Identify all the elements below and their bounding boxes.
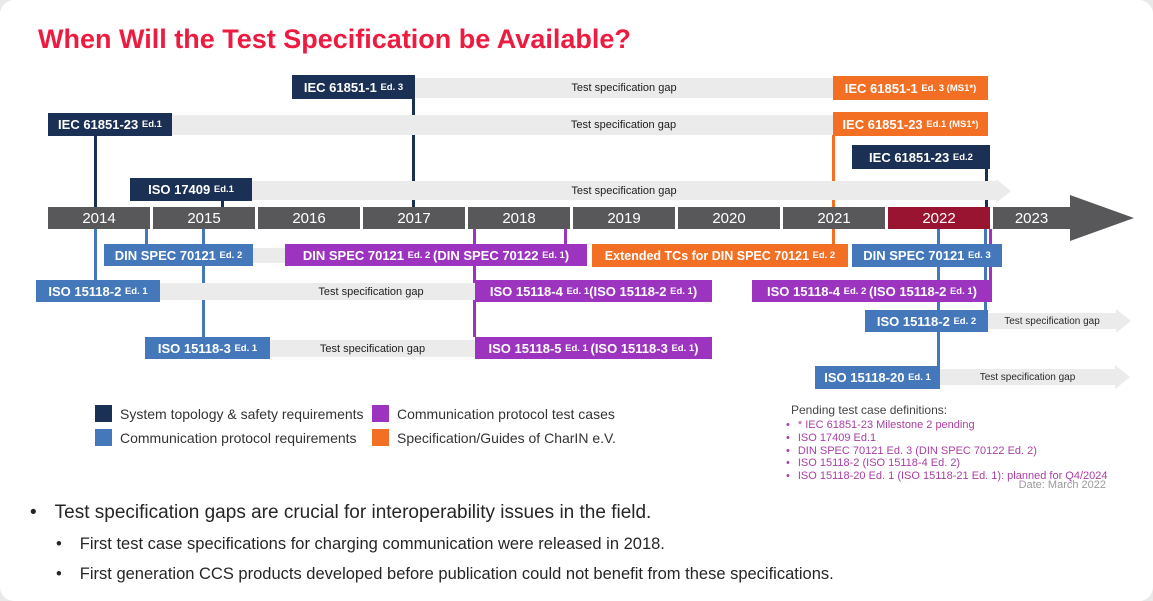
year-2023: 2023 bbox=[993, 207, 1070, 229]
bar-din-spec-70121-ed3: DIN SPEC 70121 Ed. 3 bbox=[852, 244, 1002, 267]
bar-iso-15118-4-ed1: ISO 15118-4 Ed. 1 (ISO 15118-2 Ed. 1) bbox=[475, 280, 712, 302]
bar-extended-tcs: Extended TCs for DIN SPEC 70121 Ed. 2 bbox=[592, 244, 848, 267]
gap-bar-iso15118-2-ed2: Test specification gap bbox=[988, 309, 1131, 333]
gap-arrowhead bbox=[1116, 309, 1131, 333]
year-2019: 2019 bbox=[573, 207, 675, 229]
legend-swatch-orange bbox=[372, 429, 389, 446]
legend-item-test-cases: Communication protocol test cases bbox=[372, 405, 615, 422]
timeline-arrowhead-icon bbox=[1070, 195, 1134, 241]
year-2016: 2016 bbox=[258, 207, 360, 229]
legend-swatch-blue bbox=[95, 429, 112, 446]
pending-item: • DIN SPEC 70121 Ed. 3 (DIN SPEC 70122 Ed… bbox=[786, 444, 1037, 457]
bar-iec-61851-1-ed3: IEC 61851-1 Ed. 3 bbox=[292, 75, 415, 99]
connector-iso17409 bbox=[221, 200, 224, 207]
connector-dinspec-70122 bbox=[564, 229, 567, 244]
legend-label: Specification/Guides of CharIN e.V. bbox=[397, 429, 616, 446]
bar-iso-15118-3-ed1: ISO 15118-3 Ed. 1 bbox=[145, 337, 270, 359]
pending-item: • * IEC 61851-23 Milestone 2 pending bbox=[786, 419, 975, 431]
pending-item: • ISO 17409 Ed.1 bbox=[786, 431, 877, 444]
gap-bar-iso15118-3: Test specification gap bbox=[270, 340, 475, 357]
legend-item-charin: Specification/Guides of CharIN e.V. bbox=[372, 429, 616, 446]
gap-bar-iec61851-1: Test specification gap bbox=[415, 78, 833, 98]
year-2014: 2014 bbox=[48, 207, 150, 229]
date-label: Date: March 2022 bbox=[1018, 479, 1106, 491]
year-2022-highlighted: 2022 bbox=[888, 207, 990, 229]
legend-item-comm-protocol: Communication protocol requirements bbox=[95, 429, 357, 446]
pending-item: • ISO 15118-2 (ISO 15118-4 Ed. 2) bbox=[786, 457, 961, 470]
bar-iec-61851-23-ed1-ms1: IEC 61851-23 Ed.1 (MS1*) bbox=[833, 112, 988, 136]
legend-label: Communication protocol requirements bbox=[120, 429, 357, 446]
gap-arrowhead bbox=[1115, 365, 1130, 389]
legend-item-system-topology: System topology & safety requirements bbox=[95, 405, 364, 422]
takeaway-bullet-1: • Test specification gaps are crucial fo… bbox=[30, 502, 652, 523]
bar-iso-15118-2-ed1: ISO 15118-2 Ed. 1 bbox=[36, 280, 160, 302]
bar-iec-61851-23-ed2: IEC 61851-23 Ed.2 bbox=[852, 145, 990, 169]
connector-iec61851-1 bbox=[412, 98, 415, 207]
gap-bar-iso15118-2: Test specification gap bbox=[160, 283, 475, 300]
pending-definitions: Pending test case definitions: • * IEC 61… bbox=[786, 403, 1116, 484]
bullet-glyph: • bbox=[56, 565, 62, 583]
legend-label: Communication protocol test cases bbox=[397, 405, 615, 422]
year-2015: 2015 bbox=[153, 207, 255, 229]
legend-swatch-navy bbox=[95, 405, 112, 422]
year-2018: 2018 bbox=[468, 207, 570, 229]
year-2020: 2020 bbox=[678, 207, 780, 229]
gap-bar-iec61851-23: Test specification gap bbox=[172, 115, 833, 135]
connector-iec61851-23 bbox=[94, 135, 97, 207]
page-title: When Will the Test Specification be Avai… bbox=[38, 24, 631, 54]
gap-connector-dinspec bbox=[253, 248, 285, 263]
bar-iso-15118-20-ed1: ISO 15118-20 Ed. 1 bbox=[815, 366, 940, 389]
gap-arrowhead bbox=[996, 178, 1011, 203]
bar-din-spec-70121-ed2: DIN SPEC 70121 Ed. 2 bbox=[104, 244, 253, 266]
bullet-glyph: • bbox=[56, 535, 62, 553]
pending-item: • ISO 15118-20 Ed. 1 (ISO 15118-21 Ed. 1)… bbox=[786, 470, 1108, 483]
connector-iso15118-2-ed1 bbox=[94, 229, 97, 280]
bar-iso-15118-2-ed2: ISO 15118-2 Ed. 2 bbox=[865, 310, 988, 332]
takeaway-bullet-3: • First generation CCS products develope… bbox=[56, 565, 834, 583]
bar-iso-17409-ed1: ISO 17409 Ed.1 bbox=[130, 178, 252, 201]
connector-dinspec-ed2 bbox=[145, 229, 148, 244]
takeaway-bullet-2: • First test case specifications for cha… bbox=[56, 535, 665, 553]
pending-header: Pending test case definitions: bbox=[791, 403, 948, 417]
bar-iso-15118-4-ed2: ISO 15118-4 Ed. 2 (ISO 15118-2 Ed. 1) bbox=[752, 280, 992, 302]
legend-swatch-purple bbox=[372, 405, 389, 422]
connector-iso15118-2-ed2 bbox=[984, 229, 987, 310]
gap-bar-iso17409: Test specification gap bbox=[252, 178, 1011, 203]
year-2017: 2017 bbox=[363, 207, 465, 229]
bar-iso-15118-5-ed1: ISO 15118-5 Ed. 1 (ISO 15118-3 Ed. 1) bbox=[475, 337, 712, 359]
bar-din-spec-70121-ed2-70122: DIN SPEC 70121 Ed. 2 (DIN SPEC 70122 Ed.… bbox=[285, 244, 587, 266]
legend-label: System topology & safety requirements bbox=[120, 405, 364, 422]
bar-iec-61851-23-ed1: IEC 61851-23 Ed.1 bbox=[48, 113, 172, 136]
bullet-glyph: • bbox=[30, 502, 37, 523]
year-2021: 2021 bbox=[783, 207, 885, 229]
bar-iec-61851-1-ed3-ms1: IEC 61851-1 Ed. 3 (MS1*) bbox=[833, 76, 988, 100]
gap-bar-iso15118-20: Test specification gap bbox=[940, 365, 1130, 389]
